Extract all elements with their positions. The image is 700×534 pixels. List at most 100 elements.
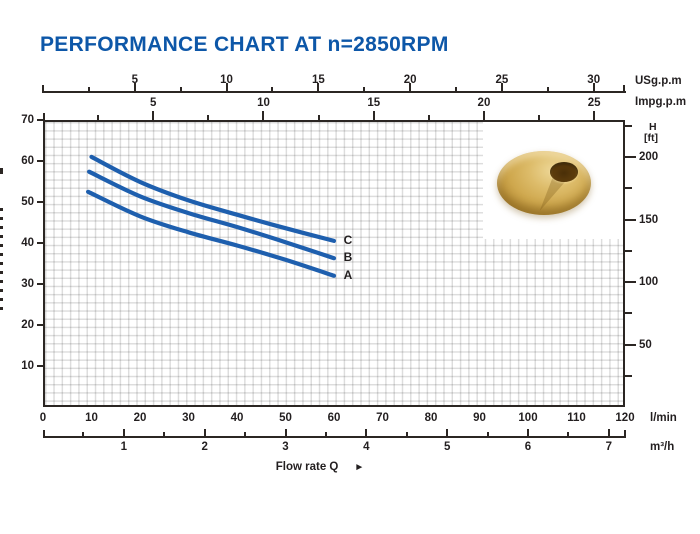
m3h-minor-tick [324, 432, 327, 438]
m3h-axis-end-tick [43, 430, 45, 438]
usgpm-minor-tick [87, 87, 90, 92]
h-ft-tick-label: 50 [639, 338, 652, 351]
m3h-minor-tick [163, 432, 166, 438]
usgpm-axis-line [42, 91, 626, 93]
m3h-major-tick [284, 429, 287, 438]
h-ft-major-tick [625, 281, 636, 284]
usgpm-minor-tick [179, 87, 182, 92]
usgpm-major-tick [409, 83, 412, 92]
x-axis-title: Flow rate Q ► [230, 461, 410, 473]
usgpm-major-tick [317, 83, 320, 92]
h-m-tick-label: 10 [21, 360, 34, 372]
impeller-photo [483, 122, 623, 239]
usgpm-major-tick [225, 83, 228, 92]
usgpm-tick-label: 15 [311, 74, 325, 86]
impgpm-major-tick [482, 111, 485, 120]
m3h-tick-label: 6 [524, 441, 532, 453]
h-m-tick-label: 20 [21, 319, 34, 331]
usgpm-tick-label: 10 [220, 74, 233, 86]
h-ft-major-tick [625, 343, 636, 346]
h-m-tick-label: 30 [21, 278, 34, 290]
m3h-axis-end-tick [624, 430, 626, 438]
m3h-tick-label: 3 [282, 441, 289, 453]
lmin-tick-label: 100 [518, 412, 538, 424]
m3h-minor-tick [82, 432, 85, 438]
h-ft-minor-tick [625, 187, 632, 190]
usgpm-tick-label: 25 [495, 74, 509, 86]
impgpm-tick-label: 10 [257, 97, 270, 109]
lmin-tick-label: 90 [473, 412, 486, 424]
lmin-tick-label: 80 [424, 412, 438, 424]
lmin-tick-label: 120 [615, 412, 635, 424]
m3h-minor-tick [405, 432, 408, 438]
usgpm-unit-label: USg.p.m [635, 75, 682, 87]
lmin-tick-label: 20 [133, 412, 147, 424]
h-ft-tick-label: 200 [639, 151, 659, 164]
m3h-minor-tick [567, 432, 570, 438]
m3h-axis-line [43, 436, 626, 438]
h-ft-major-tick [625, 156, 636, 159]
impgpm-axis-end-tick [43, 113, 45, 120]
h-ft-minor-tick [625, 374, 632, 377]
h-ft-tick-label: 100 [639, 276, 659, 289]
impgpm-major-tick [593, 111, 596, 120]
m3h-major-tick [446, 429, 449, 438]
h-m-tick-label: 70 [21, 114, 34, 126]
m3h-tick-label: 5 [443, 441, 451, 453]
usgpm-minor-tick [546, 87, 549, 92]
m3h-minor-tick [486, 432, 489, 438]
x-axis-title-text: Flow rate Q [275, 461, 339, 473]
impeller-disc-image [497, 151, 591, 215]
h-m-tick-label: 40 [21, 237, 34, 249]
h-m-tick-label: 50 [21, 196, 34, 208]
clipped-left-axis-label-fragment [0, 168, 3, 174]
impgpm-major-tick [372, 111, 375, 120]
lmin-tick-label: 60 [327, 412, 341, 424]
lmin-tick-label: 40 [230, 412, 244, 424]
usgpm-tick-label: 30 [587, 74, 601, 86]
m3h-major-tick [122, 429, 125, 438]
m3h-tick-label: 1 [120, 441, 128, 453]
m3h-unit-label: m³/h [650, 441, 675, 453]
m3h-major-tick [527, 429, 529, 438]
impgpm-tick-label: 20 [477, 97, 491, 109]
lmin-tick-label: 70 [376, 412, 389, 424]
lmin-tick-label: 30 [182, 412, 195, 424]
lmin-tick-label: 10 [85, 412, 98, 424]
h-ft-unit-label-h: H [649, 121, 657, 133]
m3h-tick-label: 7 [605, 441, 613, 453]
usgpm-major-tick [133, 83, 136, 92]
lmin-tick-label: 110 [567, 412, 586, 424]
m3h-major-tick [365, 429, 368, 438]
usgpm-major-tick [500, 83, 503, 92]
lmin-unit-label: l/min [650, 412, 677, 424]
impgpm-tick-label: 5 [150, 97, 157, 109]
clipped-left-axis-label [0, 208, 3, 312]
usgpm-tick-label: 20 [403, 74, 417, 86]
usgpm-minor-tick [455, 87, 458, 92]
m3h-minor-tick [244, 432, 247, 438]
lmin-tick-label: 50 [279, 412, 292, 424]
usgpm-axis-end-tick [623, 85, 625, 92]
page-title: PERFORMANCE CHART AT n=2850RPM [40, 33, 449, 56]
usgpm-minor-tick [363, 87, 366, 92]
h-ft-minor-tick [625, 312, 632, 315]
impgpm-tick-label: 15 [367, 97, 381, 109]
impgpm-major-tick [262, 111, 265, 120]
h-ft-tick-label: 150 [639, 213, 659, 226]
h-ft-major-tick [625, 218, 636, 221]
h-ft-unit-label-ft: [ft] [644, 132, 658, 144]
m3h-major-tick [203, 429, 206, 438]
usgpm-tick-label: 5 [131, 74, 138, 86]
impeller-hub-hole [550, 162, 578, 182]
right-arrow-icon: ► [354, 462, 365, 473]
m3h-tick-label: 2 [201, 441, 208, 453]
lmin-tick-label: 0 [39, 412, 47, 424]
usgpm-major-tick [592, 83, 595, 92]
h-m-tick-label: 60 [21, 155, 34, 167]
impgpm-tick-label: 25 [587, 97, 601, 109]
usgpm-axis-end-tick [42, 85, 44, 92]
impgpm-unit-label: Impg.p.m [635, 96, 687, 108]
usgpm-minor-tick [271, 87, 274, 92]
